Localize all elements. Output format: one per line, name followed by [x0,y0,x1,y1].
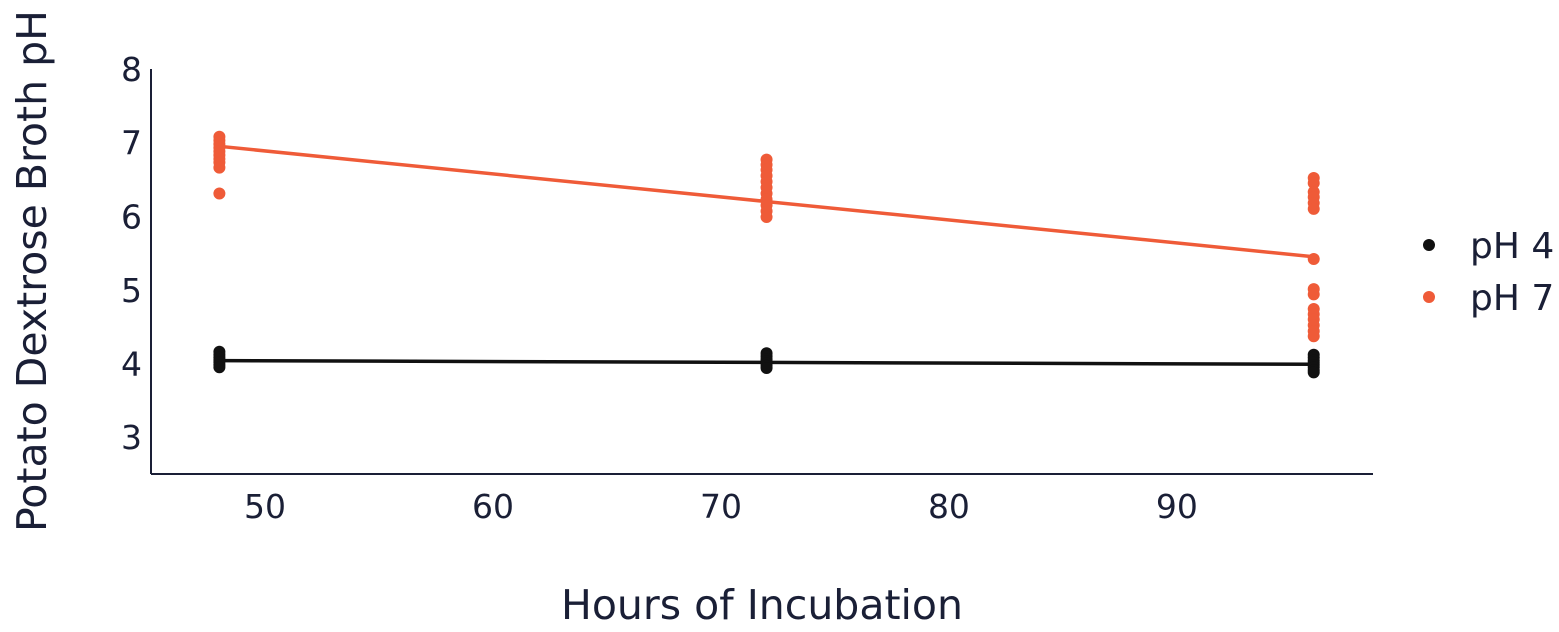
data-point-series-1 [1307,330,1320,343]
x-tick-labels: 50 60 70 80 90 [244,487,1198,526]
data-point-series-1 [1307,252,1320,265]
legend-label: pH 7 [1470,278,1554,319]
x-tick-label: 50 [244,487,286,526]
data-point-series-1 [760,211,773,224]
y-axis-title: Potato Dextrose Broth pH [8,10,56,532]
data-point-series-0 [213,361,226,374]
legend-marker [1423,239,1435,251]
data-point-series-1 [213,187,226,200]
legend: pH 4 pH 7 [1423,226,1554,319]
x-tick-label: 80 [928,487,970,526]
data-point-series-0 [760,361,773,374]
data-point-series-1 [1307,288,1320,301]
y-tick-label: 3 [121,418,142,457]
data-point-series-0 [1307,366,1320,379]
x-tick-label: 60 [472,487,514,526]
y-tick-label: 6 [121,197,142,236]
x-tick-label: 90 [1156,487,1198,526]
data-points [213,130,1320,379]
y-tick-label: 8 [121,50,142,89]
axes [150,69,1373,475]
legend-marker [1423,291,1435,303]
y-tick-label: 5 [121,271,142,310]
data-point-series-1 [213,161,226,174]
x-axis-title: Hours of Incubation [561,581,963,629]
data-point-series-1 [1307,177,1320,190]
data-point-series-1 [1307,202,1320,215]
y-tick-label: 7 [121,124,142,163]
y-tick-label: 4 [121,345,142,384]
legend-label: pH 4 [1470,226,1554,267]
x-tick-label: 70 [700,487,742,526]
y-tick-labels: 3 4 5 6 7 8 [121,50,142,457]
